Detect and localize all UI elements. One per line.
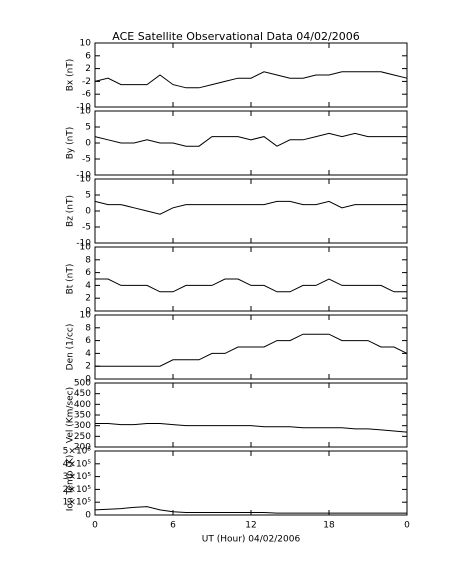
data-line xyxy=(94,132,407,147)
y-tick-label: -10 xyxy=(76,171,91,181)
x-tick-label: 0 xyxy=(92,521,98,531)
x-tick-label: 18 xyxy=(323,521,335,531)
y-tick-label: -5 xyxy=(82,223,91,233)
panel-frame xyxy=(94,382,408,448)
y-tick-label: 350 xyxy=(74,411,91,421)
x-tick-label: 0 xyxy=(404,521,410,531)
y-tick-label: -10 xyxy=(76,103,91,113)
chart-title: ACE Satellite Observational Data 04/02/2… xyxy=(112,30,359,43)
data-line xyxy=(95,333,408,367)
y-axis-label: Bx (nT) xyxy=(66,59,76,92)
x-axis-label: UT (Hour) 04/02/2006 xyxy=(202,535,301,545)
panel-frame xyxy=(94,178,408,244)
y-tick-label: 5 xyxy=(85,123,91,133)
y-tick-label: 0 xyxy=(85,375,91,385)
y-tick-label: 2×10⁵ xyxy=(63,485,92,495)
panel-frame xyxy=(94,246,408,312)
y-tick-label: 6 xyxy=(85,268,91,278)
y-tick-label: 10 xyxy=(80,243,92,253)
y-axis-label: By (nT) xyxy=(66,127,76,160)
y-axis-label: Den (1/cc) xyxy=(66,324,76,371)
y-tick-label: 450 xyxy=(74,389,91,399)
y-tick-label: 5×10⁵ xyxy=(63,447,92,457)
data-line xyxy=(94,200,407,215)
panel-frame xyxy=(94,42,408,108)
y-axis-label: Bt (nT) xyxy=(66,264,76,295)
panel-frame xyxy=(94,110,408,176)
y-tick-label: 8 xyxy=(85,255,91,265)
y-tick-label: -2 xyxy=(82,77,91,87)
data-line xyxy=(95,423,408,433)
y-tick-label: 3×10⁵ xyxy=(63,472,92,482)
data-line xyxy=(94,71,408,89)
panel-frame xyxy=(94,450,408,516)
data-line xyxy=(95,278,407,293)
x-tick-label: 12 xyxy=(245,521,256,531)
y-tick-label: 10 xyxy=(80,107,92,117)
y-axis-label: Bz (nT) xyxy=(66,195,76,227)
y-tick-label: -5 xyxy=(82,155,91,165)
y-tick-label: 2 xyxy=(85,64,91,74)
y-tick-label: 5 xyxy=(85,191,91,201)
y-tick-label: 2 xyxy=(85,362,91,372)
y-tick-label: 10 xyxy=(80,39,92,49)
y-tick-label: -6 xyxy=(82,90,91,100)
y-tick-label: 6 xyxy=(85,336,91,346)
data-line xyxy=(94,506,407,514)
y-tick-label: 0 xyxy=(85,307,91,317)
y-tick-label: 300 xyxy=(74,421,91,431)
y-tick-label: 200 xyxy=(74,443,91,453)
y-tick-label: 250 xyxy=(74,432,91,442)
y-tick-label: 4 xyxy=(85,281,91,291)
y-tick-label: 1×10⁵ xyxy=(63,498,92,508)
y-tick-label: 500 xyxy=(74,379,91,389)
y-tick-label: 4×10⁵ xyxy=(63,459,92,469)
y-tick-label: 400 xyxy=(74,400,91,410)
y-tick-label: 0 xyxy=(85,511,91,521)
y-axis-label: Ion Temp (K) xyxy=(66,455,76,512)
y-tick-label: 0 xyxy=(85,207,91,217)
y-tick-label: 6 xyxy=(85,51,91,61)
y-tick-label: 0 xyxy=(85,139,91,149)
y-axis-label: Vel (Km/sec) xyxy=(66,387,76,443)
x-tick-label: 6 xyxy=(170,521,176,531)
y-tick-label: 4 xyxy=(85,349,91,359)
y-tick-label: 2 xyxy=(85,294,91,304)
y-tick-label: 10 xyxy=(80,175,92,185)
y-tick-label: 8 xyxy=(85,323,91,333)
y-tick-label: -10 xyxy=(76,239,91,249)
y-tick-label: 10 xyxy=(80,311,92,321)
